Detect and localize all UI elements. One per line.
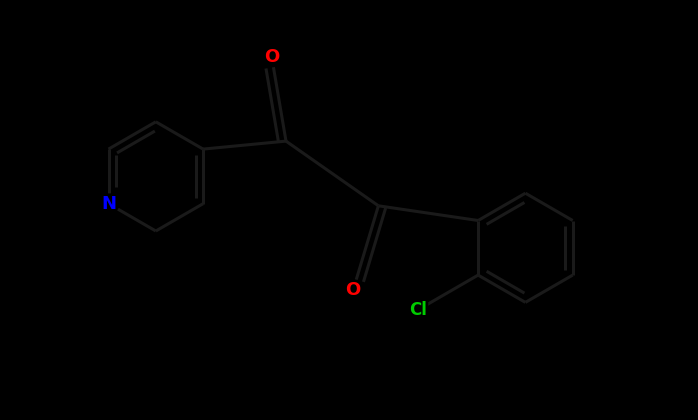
- Text: N: N: [101, 195, 116, 213]
- Text: O: O: [264, 48, 279, 66]
- Text: Cl: Cl: [410, 301, 427, 318]
- Text: O: O: [346, 281, 361, 299]
